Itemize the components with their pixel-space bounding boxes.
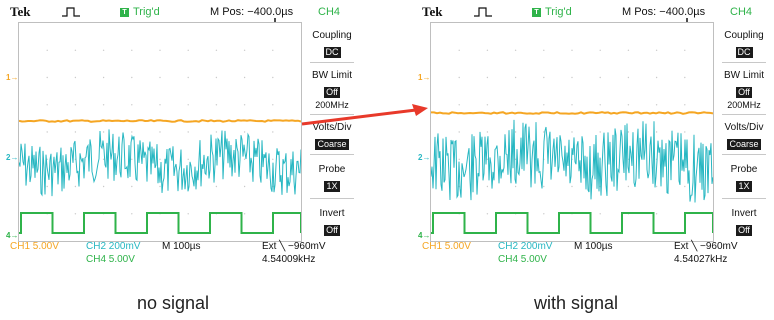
probe-label: Probe xyxy=(318,164,346,175)
ch1-trace xyxy=(19,119,301,123)
invert-label: Invert xyxy=(319,208,345,219)
bw-limit-value: Off xyxy=(736,87,752,98)
invert-value: Off xyxy=(736,225,752,236)
volts-div-label: Volts/Div xyxy=(724,122,764,133)
coupling-label: Coupling xyxy=(724,30,764,41)
ch4-scale: CH4 5.00V xyxy=(86,254,135,265)
ch2-noise-trace xyxy=(19,129,301,197)
coupling-value: DC xyxy=(323,47,341,58)
probe-menu-item[interactable]: Probe 1X xyxy=(306,164,358,194)
waveform-graticule xyxy=(430,22,714,242)
graticule-dots xyxy=(46,49,274,215)
volts-div-menu-item[interactable]: Volts/Div Coarse xyxy=(718,122,770,152)
trigger-status: Trig'd xyxy=(133,6,160,18)
oscilloscope-screen-with-signal: Tek T Trig'd M Pos: −400.0µs CH4 1→ 2→ 4… xyxy=(416,0,772,268)
readout-bar: CH1 5.00V CH2 200mV CH4 5.00V M 100µs Ex… xyxy=(4,240,360,268)
menu-divider xyxy=(722,114,766,115)
invert-menu-item[interactable]: Invert Off xyxy=(306,208,358,238)
menu-divider xyxy=(310,154,354,155)
probe-label: Probe xyxy=(730,164,758,175)
invert-label: Invert xyxy=(731,208,757,219)
caption-no-signal: no signal xyxy=(137,293,210,313)
ch2-ground-marker: 2→ xyxy=(418,153,431,162)
readout-bar: CH1 5.00V CH2 200mV CH4 5.00V M 100µs Ex… xyxy=(416,240,772,268)
menu-divider xyxy=(310,62,354,63)
bw-limit-menu-item[interactable]: BW Limit Off 200MHz xyxy=(718,70,770,111)
bw-limit-label: BW Limit xyxy=(724,70,764,81)
graticule-dots xyxy=(458,49,686,215)
oscilloscope-screen-no-signal: Tek T Trig'd M Pos: −400.0µs CH4 1→ 2→ 4… xyxy=(4,0,360,268)
bw-limit-value: Off xyxy=(324,87,340,98)
status-bar: Tek T Trig'd M Pos: −400.0µs CH4 xyxy=(416,0,772,27)
brand-logo: Tek xyxy=(422,4,443,19)
ch2-ground-marker: 2→ xyxy=(6,153,19,162)
waveform-graticule xyxy=(18,22,302,242)
ch1-trace xyxy=(431,111,713,115)
menu-divider xyxy=(310,198,354,199)
channel-menu: Coupling DC BW Limit Off 200MHz Volts/Di… xyxy=(718,22,770,240)
ch4-square-trace xyxy=(431,212,713,234)
ch4-square-trace xyxy=(19,212,301,234)
timebase: M 100µs xyxy=(162,241,201,252)
menu-divider xyxy=(310,114,354,115)
ch1-ground-marker: 1→ xyxy=(6,73,19,82)
coupling-menu-item[interactable]: Coupling DC xyxy=(306,30,358,60)
selected-channel: CH4 xyxy=(318,6,341,18)
selected-channel: CH4 xyxy=(730,6,753,18)
coupling-label: Coupling xyxy=(312,30,352,41)
trigger-level: Ext ╲ −960mV xyxy=(674,241,738,252)
waveform-display xyxy=(431,49,713,234)
ch1-ground-marker: 1→ xyxy=(418,73,431,82)
probe-value: 1X xyxy=(736,181,752,192)
volts-div-value: Coarse xyxy=(727,139,761,150)
caption-with-signal: with signal xyxy=(534,293,619,313)
channel-menu: Coupling DC BW Limit Off 200MHz Volts/Di… xyxy=(306,22,358,240)
bw-limit-label: BW Limit xyxy=(312,70,352,81)
trigger-badge: T xyxy=(120,8,129,17)
menu-divider xyxy=(722,62,766,63)
trigger-frequency: 4.54009kHz xyxy=(262,254,316,265)
ch4-ground-marker: 4→ xyxy=(418,231,431,240)
pulse-icon xyxy=(62,7,80,17)
menu-divider xyxy=(722,154,766,155)
bw-limit-bandwidth: 200MHz xyxy=(315,100,349,110)
brand-logo: Tek xyxy=(10,4,31,19)
status-bar: Tek T Trig'd M Pos: −400.0µs CH4 xyxy=(4,0,360,27)
invert-menu-item[interactable]: Invert Off xyxy=(718,208,770,238)
trigger-badge: T xyxy=(532,8,541,17)
ch2-scale: CH2 200mV xyxy=(498,241,553,252)
probe-menu-item[interactable]: Probe 1X xyxy=(718,164,770,194)
ch4-ground-marker: 4→ xyxy=(6,231,19,240)
trigger-frequency: 4.54027kHz xyxy=(674,254,728,265)
trigger-level: Ext ╲ −960mV xyxy=(262,241,326,252)
timebase: M 100µs xyxy=(574,241,613,252)
coupling-value: DC xyxy=(735,47,753,58)
bw-limit-menu-item[interactable]: BW Limit Off 200MHz xyxy=(306,70,358,111)
pulse-icon xyxy=(474,7,492,17)
bw-limit-bandwidth: 200MHz xyxy=(727,100,761,110)
trigger-status: Trig'd xyxy=(545,6,572,18)
ch1-scale: CH1 5.00V xyxy=(10,241,59,252)
waveform-display xyxy=(19,49,301,234)
ch1-scale: CH1 5.00V xyxy=(422,241,471,252)
invert-value: Off xyxy=(324,225,340,236)
horizontal-position: M Pos: −400.0µs xyxy=(210,6,294,18)
horizontal-position: M Pos: −400.0µs xyxy=(622,6,706,18)
ch2-noise-trace xyxy=(431,119,713,203)
coupling-menu-item[interactable]: Coupling DC xyxy=(718,30,770,60)
volts-div-value: Coarse xyxy=(315,139,349,150)
menu-divider xyxy=(722,198,766,199)
ch4-scale: CH4 5.00V xyxy=(498,254,547,265)
ch2-scale: CH2 200mV xyxy=(86,241,141,252)
comparison-arrow-icon xyxy=(301,104,428,126)
volts-div-menu-item[interactable]: Volts/Div Coarse xyxy=(306,122,358,152)
volts-div-label: Volts/Div xyxy=(312,122,352,133)
probe-value: 1X xyxy=(324,181,340,192)
